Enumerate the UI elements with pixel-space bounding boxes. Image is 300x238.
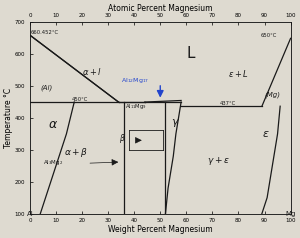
Text: L: L xyxy=(186,46,195,61)
Text: $\mathrm{Al_{11}Mg_{9}}$: $\mathrm{Al_{11}Mg_{9}}$ xyxy=(125,102,147,111)
Text: $\gamma$: $\gamma$ xyxy=(171,117,180,129)
Text: $\alpha + l$: $\alpha + l$ xyxy=(82,66,102,77)
Text: 437°C: 437°C xyxy=(220,101,236,106)
Text: $\beta$: $\beta$ xyxy=(118,132,125,145)
Text: Al: Al xyxy=(26,211,33,217)
Text: (Al): (Al) xyxy=(40,85,52,91)
Y-axis label: Temperature °C: Temperature °C xyxy=(4,88,13,148)
Text: $\gamma + \varepsilon$: $\gamma + \varepsilon$ xyxy=(207,155,230,167)
X-axis label: Atomic Percent Magnesium: Atomic Percent Magnesium xyxy=(108,4,212,13)
Text: Mg: Mg xyxy=(285,211,296,217)
Text: 450°C: 450°C xyxy=(72,97,88,102)
X-axis label: Weight Percent Magnesium: Weight Percent Magnesium xyxy=(108,225,213,234)
Text: $\mathrm{Al_3Mg_2}$: $\mathrm{Al_3Mg_2}$ xyxy=(43,158,63,167)
Text: (Mg): (Mg) xyxy=(265,91,281,98)
Text: $\alpha$: $\alpha$ xyxy=(48,118,58,131)
Text: $\mathrm{Al_{12}Mg_{17}}$: $\mathrm{Al_{12}Mg_{17}}$ xyxy=(121,76,149,85)
Text: 650°C: 650°C xyxy=(261,33,277,38)
Text: $\varepsilon + L$: $\varepsilon + L$ xyxy=(228,68,249,79)
Text: 660.452°C: 660.452°C xyxy=(31,30,59,35)
Text: $\alpha + \beta$: $\alpha + \beta$ xyxy=(64,146,88,159)
Text: $\varepsilon$: $\varepsilon$ xyxy=(262,129,269,139)
